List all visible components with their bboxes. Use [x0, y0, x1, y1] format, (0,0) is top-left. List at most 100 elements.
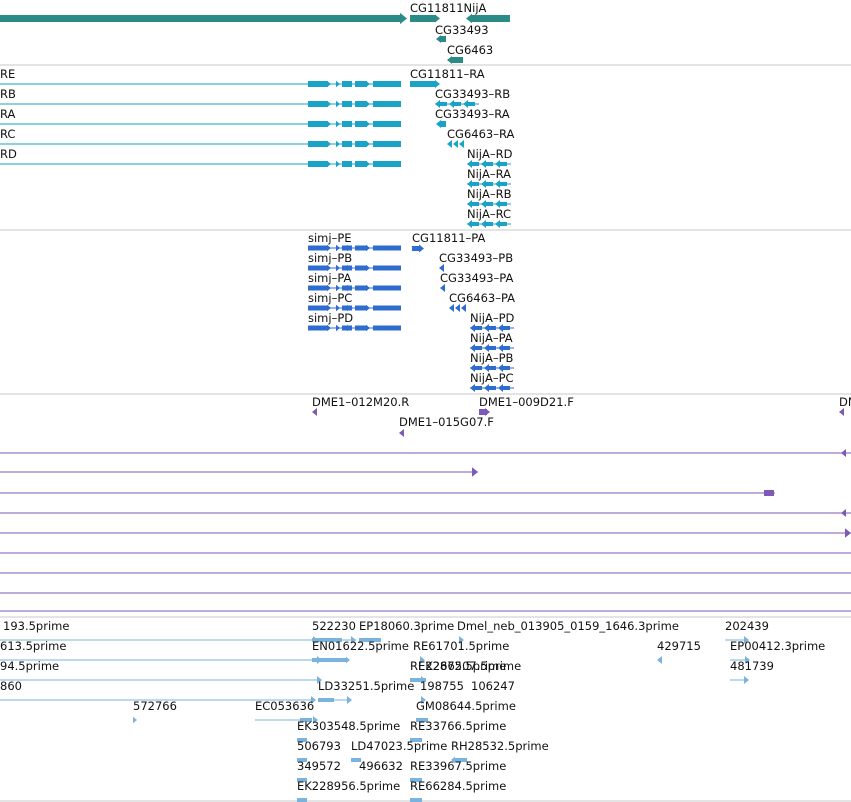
exon-block: [474, 346, 482, 350]
feature-label: CG33493–RA: [435, 107, 510, 121]
exon-block: [471, 182, 479, 186]
est-94-5prime[interactable]: 94.5prime: [0, 659, 322, 684]
feature-label: NijA–RC: [467, 207, 511, 221]
exon-block: [297, 758, 307, 762]
transcript-nija-rd[interactable]: NijA–RD: [467, 147, 513, 168]
gene-cg33493[interactable]: CG33493: [435, 23, 489, 43]
clone-alignment-row[interactable]: [0, 467, 478, 477]
gene-cg6463[interactable]: CG6463: [447, 43, 493, 64]
est-re61701-5prime[interactable]: RE61701.5prime: [413, 639, 509, 664]
strand-arrow-left-icon: [484, 364, 489, 372]
est-202439[interactable]: 202439: [725, 619, 769, 644]
strand-arrow-right-icon: [435, 80, 440, 88]
strand-arrow-left-icon: [484, 324, 489, 332]
est-349572[interactable]: 349572: [297, 759, 341, 782]
feature-label: 198755: [420, 679, 464, 693]
protein-cg33493-pb[interactable]: CG33493–PB: [439, 251, 513, 272]
protein-nija-pd[interactable]: NijA–PD: [470, 311, 515, 332]
transcript-cg6463-ra[interactable]: CG6463–RA: [447, 127, 514, 148]
est-ld47023-5prime[interactable]: LD47023.5prime: [351, 739, 447, 762]
feature-label: RB: [0, 87, 16, 101]
est-572766[interactable]: 572766: [133, 699, 177, 724]
est-ek228956-5prime[interactable]: EK228956.5prime: [297, 779, 400, 802]
feature-label: RA: [0, 107, 16, 121]
est-re66284-5prime[interactable]: RE66284.5prime: [410, 779, 506, 802]
protein-nija-pc[interactable]: NijA–PC: [470, 371, 514, 392]
est-ld33251-5prime[interactable]: LD33251.5prime: [318, 679, 414, 704]
protein-cg33493-pa[interactable]: CG33493–PA: [440, 271, 513, 292]
est-re33766-5prime[interactable]: RE33766.5prime: [410, 719, 506, 742]
est-106247[interactable]: 106247: [471, 679, 515, 693]
feature-label: LD47023.5prime: [351, 739, 447, 753]
exon-block: [471, 202, 479, 206]
transcript-cg11811-ra[interactable]: CG11811–RA: [410, 67, 485, 81]
clone-dm[interactable]: DM: [839, 395, 851, 416]
feature-label: 506793: [297, 739, 341, 753]
transcript-ra[interactable]: RA: [0, 107, 401, 128]
protein-cg11811-pa[interactable]: CG11811–PA: [412, 231, 485, 253]
clone-alignment-row[interactable]: [0, 490, 775, 496]
transcript-re[interactable]: RE: [0, 67, 440, 88]
est-198755[interactable]: 198755: [420, 679, 464, 704]
exon-block: [410, 778, 422, 782]
protein-cg6463-pa[interactable]: CG6463–PA: [449, 291, 515, 312]
clone-alignment-row[interactable]: [0, 509, 851, 517]
feature-label: RE33766.5prime: [410, 719, 506, 733]
exon-block: [312, 638, 342, 642]
transcript-rb[interactable]: RB: [0, 87, 401, 108]
est-re22872-5prime[interactable]: RE22872.5prime: [410, 659, 506, 682]
clone-alignment-row[interactable]: [0, 528, 851, 538]
protein-simj-pa[interactable]: simj–PA: [308, 271, 401, 292]
protein-simj-pd[interactable]: simj–PD: [308, 311, 401, 332]
est-ep00412-3prime[interactable]: EP00412.3prime: [730, 639, 825, 664]
protein-simj-pc[interactable]: simj–PC: [308, 291, 401, 312]
est-522230[interactable]: 522230: [312, 619, 356, 644]
strand-arrow-left-icon: [467, 160, 472, 168]
exon-block: [410, 15, 436, 22]
feature-label: 860: [0, 679, 22, 693]
strand-arrow-left-icon: [467, 200, 472, 208]
est-en01622-5prime[interactable]: EN01622.5prime: [312, 639, 409, 664]
exon-block: [308, 121, 328, 127]
feature-label: 349572: [297, 759, 341, 773]
exon-block: [499, 182, 507, 186]
est-rh28532-5prime[interactable]: RH28532.5prime: [451, 739, 549, 764]
transcript-nija-rc[interactable]: NijA–RC: [467, 207, 511, 228]
feature-label: NijA–PB: [470, 351, 514, 365]
clone-dme1-012m20-r[interactable]: DME1–012M20.R: [312, 395, 409, 416]
est-dmel-neb-013905[interactable]: Dmel_neb_013905_0159_1646.3prime: [457, 619, 679, 644]
est-860[interactable]: 860: [0, 679, 316, 704]
protein-nija-pa[interactable]: NijA–PA: [470, 331, 514, 352]
exon-block: [308, 161, 328, 167]
strand-arrow-left-icon: [498, 364, 503, 372]
transcript-rc[interactable]: RC: [0, 127, 401, 148]
protein-simj-pb[interactable]: simj–PB: [308, 251, 401, 272]
feature-label: CG11811–PA: [412, 231, 485, 245]
protein-nija-pb[interactable]: NijA–PB: [470, 351, 514, 372]
est-gm08644-5prime[interactable]: GM08644.5prime: [416, 699, 516, 722]
est-ek303548-5prime[interactable]: EK303548.5prime: [297, 719, 400, 742]
est-ep18060-3prime[interactable]: EP18060.3prime: [359, 619, 454, 642]
gene-cg11811-nija[interactable]: CG11811NijA: [0, 1, 510, 25]
est-506793[interactable]: 506793: [297, 739, 341, 762]
est-429715[interactable]: 429715: [657, 639, 701, 664]
est-481739[interactable]: 481739: [730, 659, 774, 684]
clone-alignment-row[interactable]: [0, 449, 851, 457]
est-496632[interactable]: 496632: [359, 759, 403, 773]
transcript-cg33493-ra[interactable]: CG33493–RA: [435, 107, 510, 128]
transcript-nija-ra[interactable]: NijA–RA: [467, 167, 511, 188]
protein-simj-pe[interactable]: simj–PE: [308, 231, 401, 252]
transcript-cg33493-rb[interactable]: CG33493–RB: [435, 87, 510, 108]
feature-label: EP18060.3prime: [359, 619, 454, 633]
exon-block: [479, 409, 487, 415]
clone-dme1-015g07-f[interactable]: DME1–015G07.F: [399, 415, 494, 437]
feature-label: 193.5prime: [3, 619, 69, 633]
est-ek266507-5prime[interactable]: EK266507.5prime: [418, 659, 521, 684]
clone-dme1-009d21-f[interactable]: DME1–009D21.F: [479, 395, 574, 416]
transcript-rd[interactable]: RD: [0, 147, 401, 168]
est-re33967-5prime[interactable]: RE33967.5prime: [410, 759, 506, 782]
exon-block: [471, 162, 479, 166]
strand-arrow-left-icon: [498, 344, 503, 352]
est-ec053636[interactable]: EC053636: [255, 699, 318, 724]
transcript-nija-rb[interactable]: NijA–RB: [467, 187, 512, 208]
